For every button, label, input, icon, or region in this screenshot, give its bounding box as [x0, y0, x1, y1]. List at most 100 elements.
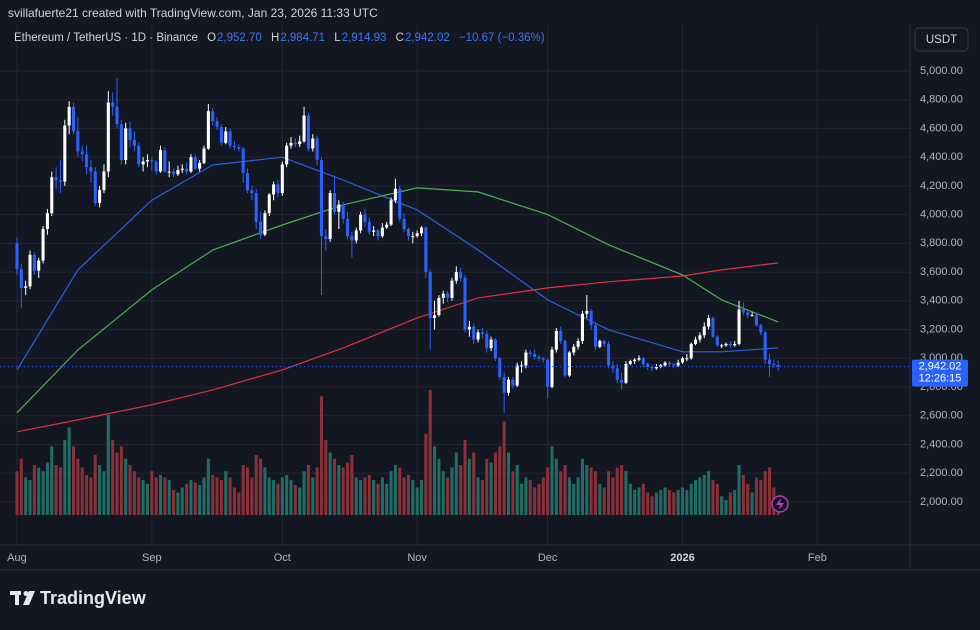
candle-body — [132, 139, 136, 146]
volume-bar — [480, 480, 484, 515]
candle-body — [550, 349, 554, 387]
candle-body — [41, 228, 45, 261]
volume-bar — [85, 475, 89, 515]
candle-body — [720, 345, 724, 347]
volume-bar — [132, 471, 136, 515]
candle-body — [263, 213, 267, 235]
volume-bar — [741, 475, 745, 515]
candle-body — [663, 362, 667, 366]
candle-body — [224, 131, 228, 143]
candle-body — [311, 138, 315, 149]
candle-body — [232, 145, 236, 148]
candle-body — [372, 230, 376, 232]
candle-body — [676, 362, 680, 366]
volume-bar — [206, 458, 210, 515]
candle-body — [419, 227, 424, 234]
candle-body — [715, 336, 719, 346]
volume-bar — [115, 452, 119, 515]
volume-bar — [489, 462, 493, 515]
candle-body — [76, 131, 80, 152]
candle-body — [728, 343, 732, 346]
grid — [0, 25, 910, 545]
candle-body — [711, 318, 715, 337]
candle-body — [276, 184, 280, 194]
volume-bar — [559, 471, 563, 515]
volume-bar — [467, 458, 471, 515]
candle-body — [324, 236, 328, 240]
volume-bar — [119, 446, 123, 515]
volume-bar — [524, 477, 528, 515]
candle-body — [359, 214, 363, 231]
l-label: L — [334, 32, 341, 44]
candle-body — [493, 339, 497, 359]
candle-body — [441, 293, 445, 298]
volume-bar — [367, 475, 371, 515]
volume-bar — [71, 446, 76, 515]
volume-bar — [759, 480, 763, 515]
volume-bar — [724, 500, 728, 515]
candle-body — [393, 188, 397, 201]
x-tick-label: 2026 — [670, 552, 694, 564]
candle-body — [367, 221, 371, 232]
volume-bar — [198, 485, 202, 515]
volume-bar — [441, 471, 445, 515]
volume-bar — [402, 477, 406, 515]
candle-body — [241, 148, 245, 173]
candle-body — [515, 365, 519, 386]
volume-bar — [554, 458, 558, 515]
candle-body — [672, 364, 676, 366]
candle-body — [763, 332, 767, 360]
volume-bar — [211, 475, 215, 515]
currency[interactable]: USDT — [926, 34, 957, 46]
candle-body — [772, 364, 776, 366]
candle-body — [289, 142, 293, 146]
volume-bar — [32, 465, 36, 515]
candle-body — [511, 379, 515, 386]
y-tick-label: 4,200.00 — [920, 180, 963, 192]
volume-bar — [767, 467, 772, 515]
candle-body — [137, 145, 141, 165]
volume-bar — [472, 452, 476, 515]
volume-bar — [650, 496, 654, 515]
candle-body — [267, 194, 271, 214]
volume-bar — [720, 496, 724, 515]
volume-bar — [567, 477, 571, 515]
candle-body — [424, 227, 428, 273]
candle-body — [567, 352, 571, 376]
volume-bar — [593, 471, 598, 515]
volume-bar — [150, 471, 154, 515]
candle-body — [685, 358, 689, 360]
y-tick-label: 4,800.00 — [920, 94, 963, 106]
volume-bar — [633, 490, 637, 515]
volume-bar — [219, 480, 223, 515]
candle-body — [537, 356, 541, 359]
change: −10.67 (−0.36%) — [459, 32, 545, 44]
candle-body — [102, 171, 106, 191]
candle-body — [563, 341, 567, 376]
volume-bar — [493, 452, 497, 515]
volume-bar — [685, 490, 689, 515]
volume-bar — [611, 477, 615, 515]
logo-mark — [15, 591, 19, 605]
candle-body — [298, 141, 302, 145]
volume-bar — [672, 492, 676, 515]
volume-bar — [437, 458, 441, 515]
volume-bar — [689, 483, 693, 515]
y-tick-label: 2,200.00 — [920, 467, 963, 479]
candle-body — [450, 280, 454, 298]
volume-bar — [289, 480, 293, 515]
candle-body — [24, 286, 28, 288]
volume-bar — [89, 477, 93, 515]
volume-bar — [589, 467, 593, 515]
candle-body — [45, 213, 49, 229]
candle-body — [50, 177, 54, 214]
currency-button[interactable] — [914, 27, 969, 52]
candle-body — [559, 330, 563, 342]
candle-body — [472, 326, 476, 340]
volume-bar — [411, 480, 415, 515]
candle-body — [172, 171, 176, 175]
candle-body — [128, 128, 132, 140]
c-value: 2,942.02 — [405, 32, 450, 44]
volume-bar — [93, 455, 97, 515]
